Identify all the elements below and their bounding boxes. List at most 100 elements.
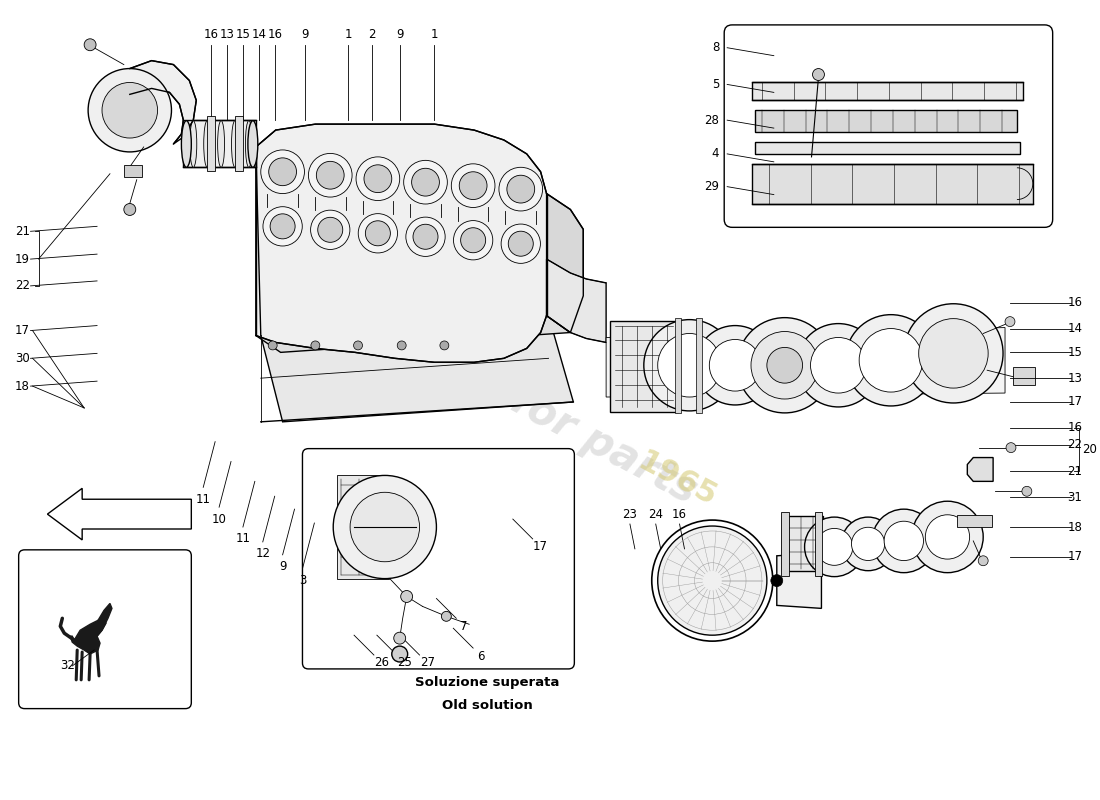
Text: 17: 17 [1067, 395, 1082, 409]
Circle shape [84, 38, 96, 50]
Text: 17: 17 [534, 540, 548, 554]
Text: 2: 2 [368, 28, 376, 42]
Circle shape [268, 341, 277, 350]
Circle shape [658, 526, 767, 635]
Circle shape [502, 224, 540, 263]
Text: 3: 3 [299, 574, 306, 587]
Text: 6: 6 [477, 650, 485, 662]
Circle shape [644, 320, 735, 411]
Circle shape [411, 168, 439, 196]
Text: 27: 27 [420, 657, 434, 670]
Bar [814, 512, 823, 576]
Text: 21: 21 [14, 225, 30, 238]
Circle shape [884, 522, 924, 561]
Circle shape [978, 556, 988, 566]
Circle shape [350, 492, 419, 562]
Circle shape [851, 527, 884, 561]
Circle shape [353, 341, 363, 350]
Polygon shape [755, 110, 1016, 132]
Circle shape [859, 329, 923, 392]
Circle shape [397, 341, 406, 350]
Circle shape [845, 314, 936, 406]
Text: 28: 28 [704, 114, 719, 126]
Text: 15: 15 [1068, 346, 1082, 359]
Polygon shape [967, 458, 993, 482]
Text: 25: 25 [397, 657, 412, 670]
Ellipse shape [190, 121, 197, 167]
Circle shape [796, 323, 880, 407]
Text: 11: 11 [235, 533, 251, 546]
Text: 1965: 1965 [634, 446, 722, 512]
Polygon shape [256, 316, 571, 352]
Text: 4: 4 [712, 147, 719, 161]
Polygon shape [547, 259, 606, 342]
Bar [1013, 367, 1035, 385]
Circle shape [912, 502, 983, 573]
Text: 18: 18 [1068, 521, 1082, 534]
Circle shape [318, 218, 343, 242]
Polygon shape [184, 120, 256, 167]
Polygon shape [755, 142, 1020, 154]
Circle shape [400, 590, 412, 602]
Polygon shape [70, 616, 106, 654]
Circle shape [811, 338, 866, 393]
Circle shape [771, 574, 783, 586]
Text: Old solution: Old solution [442, 699, 532, 712]
Bar [338, 475, 388, 578]
Text: 16: 16 [267, 28, 283, 42]
Text: 12: 12 [255, 547, 271, 560]
Text: 23: 23 [623, 508, 637, 521]
Circle shape [813, 69, 824, 81]
Polygon shape [130, 61, 196, 144]
Polygon shape [261, 316, 573, 422]
Circle shape [925, 514, 969, 559]
Polygon shape [547, 194, 583, 333]
Text: 1: 1 [431, 28, 438, 42]
Text: Soluzione superata: Soluzione superata [415, 676, 559, 690]
Circle shape [359, 214, 397, 253]
Ellipse shape [218, 121, 224, 167]
Circle shape [406, 217, 446, 257]
Bar [957, 515, 992, 527]
Text: 22: 22 [1067, 438, 1082, 451]
Text: 13: 13 [220, 28, 234, 42]
Circle shape [365, 221, 390, 246]
Circle shape [904, 304, 1003, 403]
Text: 16: 16 [1067, 422, 1082, 434]
Text: 8: 8 [712, 42, 719, 54]
Text: 9: 9 [301, 28, 309, 42]
Text: 17: 17 [1067, 550, 1082, 563]
Polygon shape [752, 82, 1023, 100]
Circle shape [404, 160, 448, 204]
Circle shape [737, 318, 833, 413]
Circle shape [507, 175, 535, 203]
Ellipse shape [248, 121, 257, 167]
Bar [782, 516, 824, 570]
Circle shape [751, 331, 818, 399]
Text: 14: 14 [251, 28, 266, 42]
Text: 7: 7 [461, 620, 468, 633]
Text: 17: 17 [14, 324, 30, 337]
Text: 24: 24 [648, 508, 663, 521]
Text: 15: 15 [235, 28, 251, 42]
Text: 30: 30 [14, 352, 30, 365]
Polygon shape [256, 124, 547, 362]
FancyBboxPatch shape [724, 25, 1053, 227]
Circle shape [1005, 317, 1015, 326]
Circle shape [918, 318, 988, 388]
Ellipse shape [182, 121, 191, 167]
Circle shape [461, 228, 485, 253]
Circle shape [872, 509, 936, 573]
Text: 9: 9 [279, 560, 286, 574]
Circle shape [263, 206, 302, 246]
Circle shape [124, 203, 135, 215]
Bar [235, 116, 243, 170]
Text: 21: 21 [1067, 465, 1082, 478]
Text: 26: 26 [374, 657, 389, 670]
Circle shape [842, 517, 895, 570]
Bar [674, 318, 681, 413]
Circle shape [88, 69, 172, 152]
Ellipse shape [245, 121, 252, 167]
Bar [124, 165, 142, 177]
Circle shape [453, 221, 493, 260]
